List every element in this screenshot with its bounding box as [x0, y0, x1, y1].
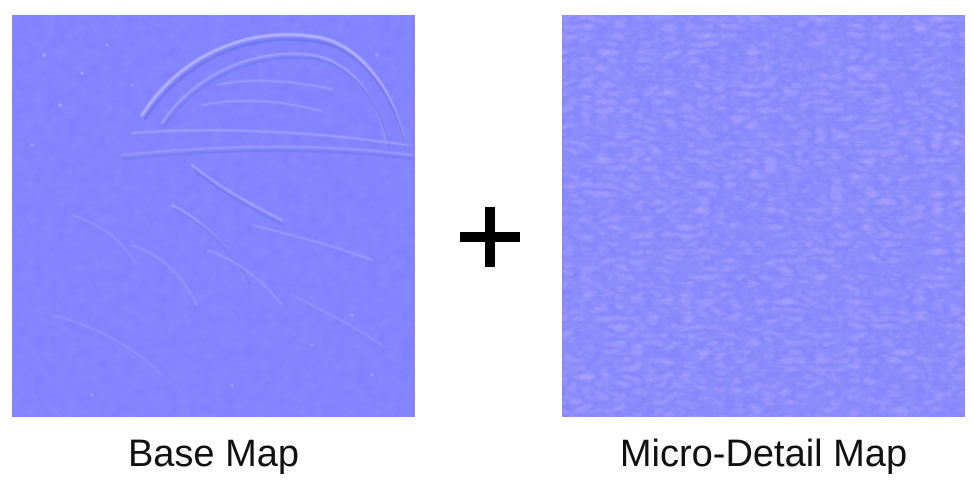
- plus-icon-graphic: [460, 207, 520, 267]
- micro-detail-normal-map-graphic: [562, 15, 965, 417]
- micro-detail-normal-map-image: [562, 15, 965, 417]
- base-normal-map-image: [12, 15, 415, 417]
- plus-icon: [460, 205, 520, 269]
- micro-detail-map-caption: Micro-Detail Map: [619, 433, 908, 475]
- base-map-caption: Base Map: [127, 433, 300, 475]
- base-normal-map-graphic: [12, 15, 415, 417]
